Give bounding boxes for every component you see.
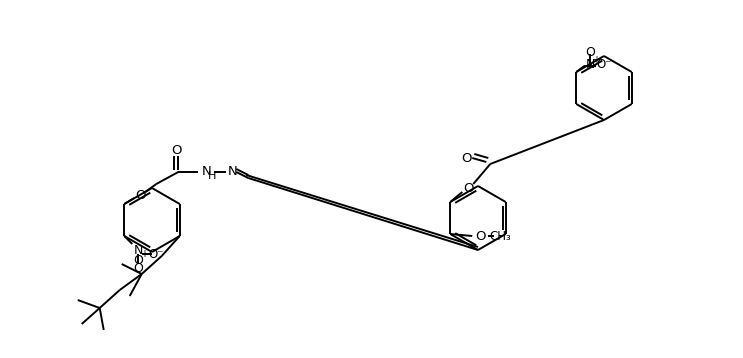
- Text: CH₃: CH₃: [490, 229, 511, 242]
- Text: O: O: [585, 45, 595, 58]
- Text: O: O: [475, 229, 485, 242]
- Text: O: O: [171, 144, 181, 156]
- Text: N: N: [201, 164, 211, 178]
- Text: N: N: [585, 58, 595, 71]
- Text: O: O: [133, 253, 143, 266]
- Text: O: O: [133, 261, 143, 275]
- Text: +: +: [592, 55, 600, 65]
- Text: O⁻: O⁻: [149, 247, 164, 261]
- Text: N: N: [134, 243, 143, 256]
- Text: O: O: [461, 151, 472, 164]
- Text: O: O: [135, 189, 146, 202]
- Text: +: +: [140, 249, 149, 259]
- Text: O⁻: O⁻: [597, 58, 612, 71]
- Text: H: H: [208, 171, 216, 181]
- Text: O: O: [463, 182, 473, 194]
- Text: N: N: [227, 164, 237, 178]
